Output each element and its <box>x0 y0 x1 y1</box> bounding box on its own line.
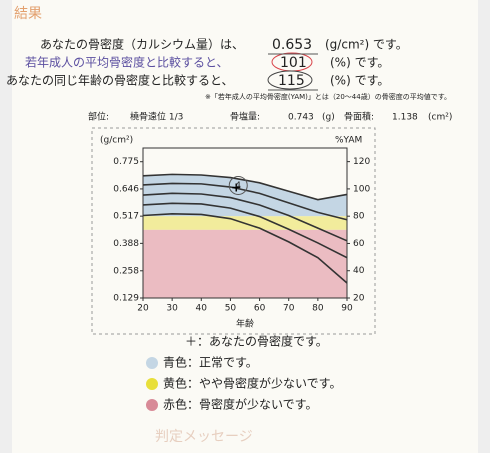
handwritten-circle <box>267 70 313 90</box>
line <box>142 213 348 284</box>
y2-tick-label: 20 <box>353 294 365 304</box>
chart-frame <box>91 127 376 335</box>
plot-frame <box>142 147 348 299</box>
x-tick-label: 20 <box>137 304 149 314</box>
y-tick-label: 0.646 <box>113 184 139 194</box>
measure-label: 骨面積: <box>344 111 374 123</box>
measure-value: 橈骨遠位 1/3 <box>130 111 183 123</box>
line <box>142 202 348 259</box>
legend-item: 青色：正常です。 <box>163 356 258 370</box>
line <box>142 192 348 242</box>
legend-item: 黄色：やや骨密度が少ないです。 <box>163 376 341 391</box>
result-value: 115 <box>278 73 305 89</box>
legend-swatch <box>146 378 158 390</box>
handwritten-circle <box>228 175 248 195</box>
y-tick-label: 0.129 <box>113 294 139 304</box>
result-value: 101 <box>280 55 307 71</box>
y2-tick-label: 60 <box>353 239 365 249</box>
measure-value: 0.743 <box>288 113 314 123</box>
y-tick-label: 0.517 <box>113 212 139 222</box>
y-tick-label: 0.258 <box>113 266 139 276</box>
y-axis-title: (g/cm²) <box>100 136 133 146</box>
result-label: あなたの同じ年齢の骨密度と比較すると、 <box>6 73 234 88</box>
measure-unit: (cm²) <box>428 113 452 123</box>
result-unit: (g/cm²) です。 <box>325 38 408 52</box>
y-tick-label: 0.775 <box>113 157 139 167</box>
x-tick-label: 70 <box>283 304 295 314</box>
legend-swatch <box>146 357 158 369</box>
x-tick-label: 40 <box>196 304 208 314</box>
measure-unit: (g) <box>322 113 335 123</box>
result-label: 若年成人の平均骨密度と比較すると、 <box>25 55 229 70</box>
point <box>232 183 241 192</box>
y-tick-label: 0.388 <box>113 239 139 249</box>
title: 結果 <box>14 6 42 22</box>
x-tick-label: 60 <box>254 304 266 314</box>
legend-item: 赤色：骨密度が少ないです。 <box>163 397 317 412</box>
y2-tick-label: 80 <box>353 212 365 222</box>
line <box>142 182 348 221</box>
y2-tick-label: 40 <box>353 266 365 276</box>
legend-item: ＋：あなたの骨密度です。 <box>185 334 328 349</box>
legend-swatch <box>146 399 158 411</box>
result-unit: (%) です。 <box>330 56 389 70</box>
y2-tick-label: 120 <box>353 157 370 167</box>
result-label: あなたの骨密度（カルシウム量）は、 <box>40 37 244 52</box>
x-tick-label: 90 <box>341 304 353 314</box>
x-tick-label: 50 <box>225 304 237 314</box>
x-tick-label: 80 <box>312 304 324 314</box>
annotation: 4 <box>235 181 241 191</box>
x-axis-title: 年齢 <box>236 318 254 330</box>
x-tick-label: 30 <box>166 304 178 314</box>
note: ※「若年成人の平均骨密度(YAM)」とは（20〜44歳）の骨密度の平均値です。 <box>205 92 451 101</box>
measure-label: 骨塩量: <box>230 111 260 123</box>
result-unit: (%) です。 <box>330 74 389 88</box>
chart: 0.129 0.258 0.388 0.517 0.646 0.775 20 40 60 80 10… <box>113 147 370 314</box>
band <box>143 229 347 298</box>
result-value: 0.653 <box>272 37 312 53</box>
y2-tick-label: 100 <box>353 184 370 194</box>
measure-label: 部位: <box>88 111 109 123</box>
measure-value: 1.138 <box>392 113 418 123</box>
footer: 判定メッセージ <box>155 429 253 445</box>
y2-axis-title: %YAM <box>335 136 362 146</box>
